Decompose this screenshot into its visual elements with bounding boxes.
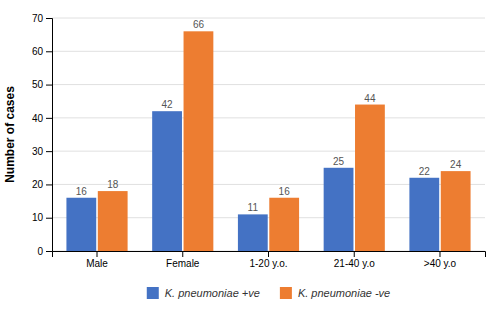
x-tick-label: Female	[166, 258, 200, 269]
data-label: 16	[279, 186, 291, 197]
y-axis-line	[46, 19, 53, 252]
bar	[355, 105, 385, 251]
x-tick-mark	[97, 251, 98, 257]
x-tick: 1-20 y.o.	[249, 251, 287, 269]
data-label: 25	[333, 156, 345, 167]
y-tick-mark	[46, 218, 52, 219]
data-label: 42	[162, 99, 174, 110]
y-tick-mark	[46, 118, 52, 119]
y-tick-label: 50	[32, 79, 44, 90]
plot: 16 42 11 25 22 18 66 16 44 24 0 10 20 30 40 50 60 70 Male F…	[32, 13, 486, 269]
legend-item: K. pneumoniae +ve	[147, 287, 260, 299]
legend-label: K. pneumoniae -ve	[298, 287, 390, 299]
y-tick: 40	[32, 113, 52, 124]
data-label: 11	[248, 202, 259, 213]
y-tick-label: 70	[32, 13, 44, 24]
bar	[184, 31, 214, 251]
bar	[238, 214, 268, 251]
x-tick-label: >40 y.o	[424, 258, 457, 269]
legend-label: K. pneumoniae +ve	[165, 287, 260, 299]
bar	[441, 171, 471, 251]
y-tick-label: 30	[32, 146, 44, 157]
y-tick-mark	[46, 251, 52, 252]
y-tick-mark	[46, 151, 52, 152]
y-tick: 70	[32, 13, 52, 24]
grid-line	[52, 117, 485, 118]
x-axis-line	[53, 252, 486, 258]
y-tick-mark	[46, 18, 52, 19]
y-tick-label: 60	[32, 46, 44, 57]
y-tick-label: 0	[37, 246, 43, 257]
data-label: 22	[419, 166, 431, 177]
y-tick: 10	[32, 212, 52, 223]
y-axis-title: Number of cases	[3, 86, 17, 183]
x-tick-mark	[354, 251, 355, 257]
bar	[152, 111, 182, 251]
y-tick-mark	[46, 85, 52, 86]
x-tick: Male	[86, 251, 108, 269]
x-tick-mark	[268, 251, 269, 257]
data-label: 16	[76, 186, 88, 197]
bar	[66, 198, 96, 251]
y-axis: 0 10 20 30 40 50 60 70	[32, 13, 53, 257]
x-tick-label: 21-40 y.o	[334, 258, 375, 269]
bars	[66, 31, 470, 251]
x-tick-label: 1-20 y.o.	[249, 258, 287, 269]
y-tick-label: 40	[32, 113, 44, 124]
x-axis: Male Female 1-20 y.o. 21-40 y.o >40 y.o	[53, 251, 486, 269]
data-label: 24	[450, 159, 462, 170]
y-tick-label: 10	[32, 212, 44, 223]
bar	[269, 198, 299, 251]
x-tick-mark	[439, 251, 440, 257]
x-tick: Female	[166, 251, 200, 269]
bar	[324, 168, 354, 251]
legend-swatch	[147, 287, 159, 299]
grid-line	[52, 51, 485, 52]
chart: 16 42 11 25 22 18 66 16 44 24 0 10 20 30 40 50 60 70 Male F…	[0, 0, 500, 313]
y-tick: 20	[32, 179, 52, 190]
data-labels: 16 42 11 25 22 18 66 16 44 24	[76, 19, 462, 213]
grid-line	[52, 151, 485, 152]
y-tick-mark	[46, 51, 52, 52]
x-tick-label: Male	[86, 258, 108, 269]
y-tick: 30	[32, 146, 52, 157]
y-tick: 50	[32, 79, 52, 90]
y-tick-label: 20	[32, 179, 44, 190]
x-tick: 21-40 y.o	[334, 251, 375, 269]
grid-line	[52, 18, 485, 19]
y-tick: 60	[32, 46, 52, 57]
grid	[52, 18, 485, 251]
y-tick: 0	[37, 246, 52, 257]
bar	[409, 178, 439, 251]
legend: K. pneumoniae +ve K. pneumoniae -ve	[147, 287, 390, 299]
data-label: 18	[107, 179, 119, 190]
data-label: 66	[193, 19, 205, 30]
data-label: 44	[364, 93, 376, 104]
x-tick: >40 y.o	[424, 251, 457, 269]
grid-line	[52, 84, 485, 85]
y-tick-mark	[46, 184, 52, 185]
bar	[98, 191, 128, 251]
x-tick-mark	[182, 251, 183, 257]
legend-swatch	[280, 287, 292, 299]
legend-item: K. pneumoniae -ve	[280, 287, 390, 299]
